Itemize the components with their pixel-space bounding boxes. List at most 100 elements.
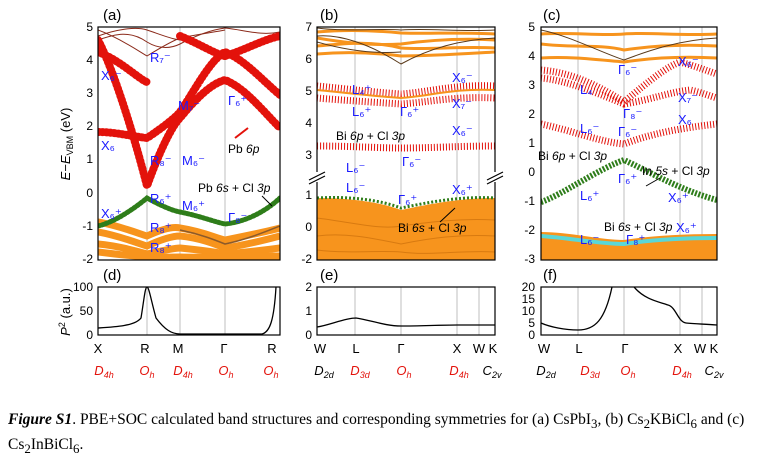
svg-text:0: 0: [528, 328, 535, 342]
svg-text:X₇⁻: X₇⁻: [452, 96, 472, 111]
svg-text:Γ₆⁻: Γ₆⁻: [618, 124, 637, 139]
svg-text:L₄: L₄: [580, 82, 593, 97]
svg-text:R₈⁺: R₈⁺: [150, 240, 172, 255]
svg-text:L₆⁻: L₆⁻: [580, 121, 599, 136]
panel-b-orange-rim: [317, 88, 495, 100]
figure-caption: Figure S1. PBE+SOC calculated band struc…: [8, 411, 745, 457]
panel-d-yticks: 100 50 0: [73, 280, 93, 342]
panel-e-curve: [316, 317, 495, 328]
svg-text:M₇⁻: M₇⁻: [178, 98, 200, 113]
panel-a-label: (a): [103, 7, 121, 24]
panel-b-dark-bands: [317, 27, 495, 65]
panel-a-kpoint-gridlines: [146, 27, 226, 260]
panel-c-frame: [540, 26, 718, 261]
p2-ylabel: P2 (a.u.): [57, 288, 73, 336]
svg-text:-1: -1: [524, 194, 535, 208]
svg-text:7: 7: [305, 20, 312, 34]
svg-text:X₆⁺: X₆⁺: [676, 220, 697, 235]
panel-a-annotation-pb6p: Pb 6p: [228, 142, 260, 156]
panel-e-frame: [316, 286, 496, 336]
panel-b: (b) 7 6 5 4 3 1 0 -1 -2 L₄⁺ L₆⁺ Γ₆⁺ X₆⁻ …: [301, 7, 504, 266]
panel-c-in5s-pointer: [645, 177, 661, 187]
panel-e-label: (e): [320, 267, 338, 284]
svg-text:6: 6: [305, 52, 312, 66]
svg-text:-2: -2: [82, 252, 93, 266]
svg-text:X: X: [94, 341, 103, 356]
svg-text:L₆⁺: L₆⁺: [352, 104, 371, 119]
svg-text:Γ₆⁺: Γ₆⁺: [400, 104, 419, 119]
panel-f-frame: [540, 286, 718, 336]
panel-a-green-bands: [98, 194, 280, 229]
svg-text:0: 0: [305, 328, 312, 342]
band-structure-figure: (a) 5 4 3 2 1 0 -1 -2 E−EVBM (eV) R₇⁻ X₆…: [57, 7, 724, 380]
svg-text:X₆⁻: X₆⁻: [452, 70, 473, 85]
svg-text:R₆⁺: R₆⁺: [150, 191, 172, 206]
svg-text:D3d: D3d: [350, 363, 370, 380]
svg-text:4: 4: [86, 53, 93, 67]
svg-text:R: R: [140, 341, 149, 356]
svg-text:L₆⁻: L₆⁻: [346, 180, 365, 195]
panel-c-annotation-in5s: In 5s + Cl 3p: [642, 164, 710, 178]
svg-text:C2v: C2v: [705, 363, 724, 380]
svg-text:-2: -2: [524, 223, 535, 237]
svg-text:W: W: [473, 341, 486, 356]
panel-e-symmetry-labels: D2d D3d Oh D4h C2v: [314, 363, 502, 380]
svg-text:M₆⁻: M₆⁻: [182, 153, 205, 168]
svg-text:L: L: [352, 341, 359, 356]
panel-a-annotation-pb6s: Pb 6s + Cl 3p: [198, 181, 271, 195]
svg-text:X: X: [674, 341, 683, 356]
svg-text:3: 3: [305, 148, 312, 162]
svg-text:1: 1: [305, 188, 312, 202]
panel-c-dark-band: [541, 29, 717, 61]
panel-c-orange-top: [541, 31, 717, 64]
svg-text:2: 2: [305, 280, 312, 294]
svg-text:50: 50: [80, 304, 94, 318]
svg-text:Γ₈⁻: Γ₈⁻: [623, 106, 642, 121]
svg-text:Γ: Γ: [220, 341, 227, 356]
svg-text:Γ: Γ: [397, 341, 404, 356]
panel-a-brown-band: [179, 225, 280, 245]
svg-text:Γ₆⁺: Γ₆⁺: [398, 192, 417, 207]
panel-d-curve: [97, 286, 277, 335]
panel-e-yticks: 2 1 0: [305, 280, 312, 342]
svg-text:L₄⁺: L₄⁺: [352, 82, 371, 97]
svg-text:R₈⁺: R₈⁺: [150, 220, 172, 235]
svg-text:20: 20: [522, 280, 536, 294]
panel-b-green-band: [317, 196, 495, 210]
panel-b-valence-texture: [317, 217, 495, 254]
svg-text:M: M: [173, 341, 184, 356]
panel-b-annotation-bi6s: Bi 6s + Cl 3p: [398, 221, 467, 235]
svg-text:5: 5: [528, 20, 535, 34]
svg-text:Γ₈⁻: Γ₈⁻: [228, 210, 247, 225]
svg-text:1: 1: [305, 304, 312, 318]
panel-c-yticks: 5 4 3 2 1 0 -1 -2 -3: [524, 20, 535, 266]
svg-text:Oh: Oh: [396, 363, 411, 380]
panel-c-red-bands: [541, 58, 717, 148]
panel-a-band-labels: R₇⁻ X₆⁻ M₇⁻ Γ₆⁺ X₆ R₈⁻ M₆⁻ R₆⁺ X₆⁺ M₆⁺ Γ…: [101, 50, 247, 255]
panel-b-bi6s-pointer: [439, 207, 456, 223]
svg-text:10: 10: [522, 304, 536, 318]
svg-text:L: L: [575, 341, 582, 356]
svg-text:X₆⁺: X₆⁺: [101, 206, 122, 221]
svg-text:-3: -3: [524, 252, 535, 266]
panel-a-pb6p-pointer: [234, 127, 249, 139]
panel-d: (d) 100 50 0 P2 (a.u.) X R M Γ R D4h Oh …: [57, 267, 281, 380]
svg-text:X₆⁻: X₆⁻: [101, 68, 122, 83]
svg-text:R₈⁻: R₈⁻: [150, 153, 172, 168]
panel-b-label: (b): [320, 7, 338, 24]
svg-text:Γ₆⁻: Γ₆⁻: [402, 154, 421, 169]
svg-text:X₆⁻: X₆⁻: [678, 54, 699, 69]
panel-a-yticks: 5 4 3 2 1 0 -1 -2: [82, 20, 93, 266]
svg-text:0: 0: [86, 328, 93, 342]
svg-text:5: 5: [305, 84, 312, 98]
panel-b-axis-break: [308, 171, 504, 185]
panel-f-yticks: 20 15 10 5 0: [522, 280, 536, 342]
svg-text:D3d: D3d: [580, 363, 600, 380]
svg-text:4: 4: [528, 49, 535, 63]
svg-text:Γ: Γ: [621, 341, 628, 356]
panel-c-green-band: [541, 156, 717, 205]
panel-a-red-bands: [98, 32, 280, 200]
svg-text:R₇⁻: R₇⁻: [150, 50, 171, 65]
svg-text:D4h: D4h: [94, 363, 113, 380]
svg-text:D2d: D2d: [314, 363, 334, 380]
